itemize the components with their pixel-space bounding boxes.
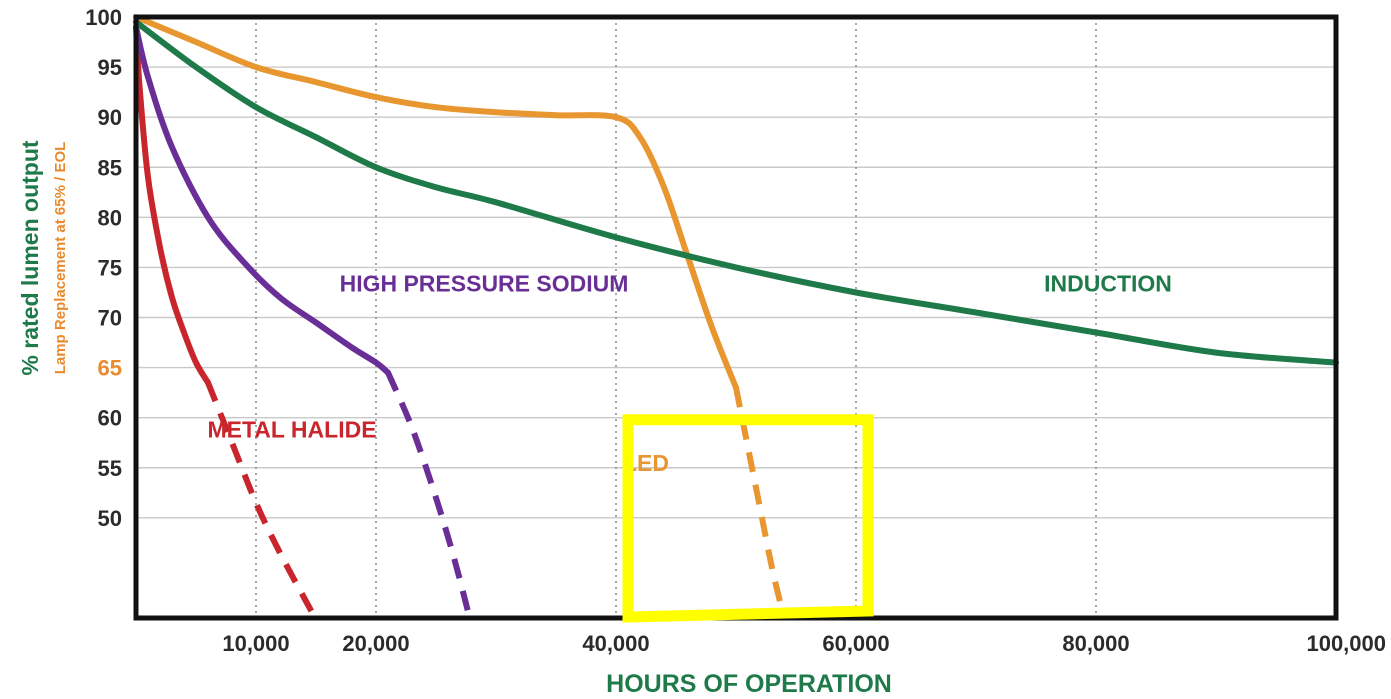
x-tick-10-000: 10,000 — [222, 631, 289, 656]
series-line-led — [133, 14, 739, 391]
x-tick-20-000: 20,000 — [342, 631, 409, 656]
x-tick-60-000: 60,000 — [822, 631, 889, 656]
y-tick-55: 55 — [98, 456, 122, 481]
y-axis-title: % rated lumen output — [17, 140, 43, 375]
x-tick-labels: 10,000 20,000 40,000 60,000 80,000 100,000 — [222, 631, 1386, 656]
y-tick-labels: 100 95 90 85 80 75 70 65 60 55 50 — [85, 5, 122, 531]
y-tick-50: 50 — [98, 506, 122, 531]
y-tick-95: 95 — [98, 55, 122, 80]
series-dashed-high-pressure-sodium — [385, 371, 472, 614]
y-tick-70: 70 — [98, 306, 122, 331]
y-tick-90: 90 — [98, 105, 122, 130]
y-axis-subtitle: Lamp Replacement at 65% / EOL — [52, 142, 69, 375]
x-tick-40-000: 40,000 — [582, 631, 649, 656]
highlight-box — [622, 414, 874, 623]
series-dashed-led — [733, 387, 785, 609]
label-induction: INDUCTION — [1044, 270, 1172, 296]
series-dashed-metal-halide — [205, 381, 316, 615]
y-tick-65: 65 — [98, 356, 122, 381]
y-tick-75: 75 — [98, 255, 122, 280]
label-metal-halide: METAL HALIDE — [207, 417, 376, 443]
series-line-high-pressure-sodium — [133, 24, 391, 376]
y-tick-60: 60 — [98, 406, 122, 431]
x-tick-80-000: 80,000 — [1062, 631, 1129, 656]
series-lines — [133, 14, 1339, 615]
y-tick-85: 85 — [98, 155, 122, 180]
series-line-induction — [133, 19, 1339, 366]
series-line-metal-halide — [133, 24, 211, 386]
label-high-pressure-sodium: HIGH PRESSURE SODIUM — [340, 270, 629, 296]
x-axis-title: HOURS OF OPERATION — [606, 670, 892, 698]
y-tick-100: 100 — [85, 5, 122, 30]
x-tick-100-000: 100,000 — [1306, 631, 1386, 656]
y-tick-80: 80 — [98, 205, 122, 230]
vertical-gridlines — [255, 17, 1097, 618]
